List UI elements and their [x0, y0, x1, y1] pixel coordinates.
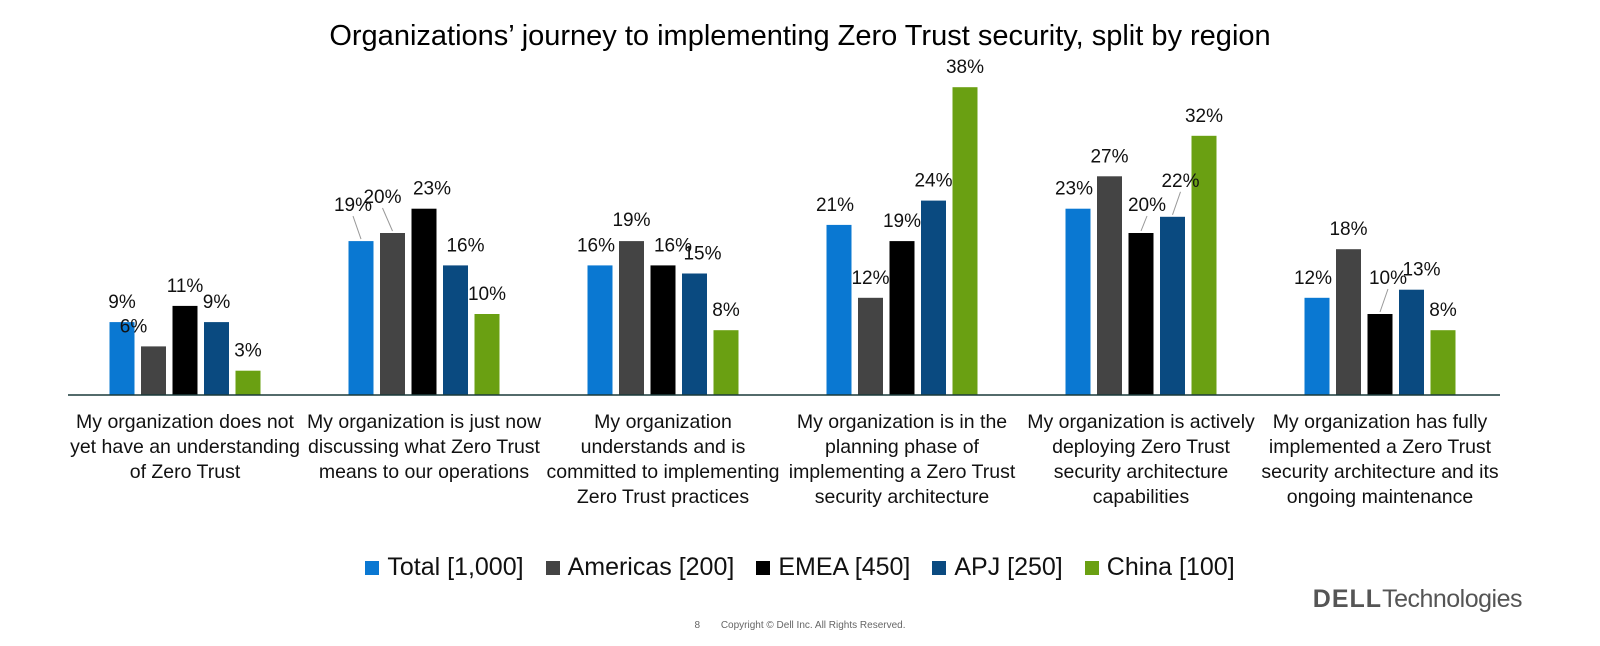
bar-emea-4	[889, 241, 915, 395]
data-label-apj-1: 9%	[203, 292, 231, 313]
data-label-apj-2: 16%	[446, 235, 484, 256]
legend-label: Total [1,000]	[387, 553, 524, 581]
data-label-emea-2: 23%	[413, 179, 451, 200]
bar-apj-4	[921, 200, 946, 395]
bar-americas-5	[1097, 176, 1122, 395]
leader-line	[1172, 191, 1181, 215]
legend-label: APJ [250]	[954, 553, 1063, 581]
bar-total-1	[109, 322, 135, 395]
data-label-apj-4: 24%	[914, 171, 952, 192]
bar-total-3	[587, 265, 613, 395]
bar-apj-5	[1160, 216, 1185, 395]
data-label-emea-1: 11%	[167, 276, 204, 297]
data-label-americas-3: 19%	[612, 210, 650, 231]
data-label-emea-6: 10%	[1369, 268, 1407, 289]
data-label-americas-6: 18%	[1329, 219, 1367, 240]
page-number: 8	[694, 620, 701, 631]
bar-americas-3	[619, 241, 644, 395]
dell-technologies-logo: DELLTechnologies	[1312, 585, 1523, 614]
bar-americas-1	[141, 346, 166, 395]
bar-americas-4	[858, 297, 883, 395]
data-label-china-4: 38%	[946, 57, 984, 78]
data-label-total-6: 12%	[1294, 268, 1332, 289]
leader-line	[352, 215, 362, 240]
legend-swatch	[932, 560, 947, 575]
bar-emea-2	[411, 208, 437, 395]
legend-label: China [100]	[1106, 553, 1235, 581]
data-label-emea-3: 16%	[654, 235, 692, 256]
legend-item-americas: Americas [200]	[545, 553, 735, 582]
data-label-china-5: 32%	[1185, 106, 1223, 127]
leader-lines-layer	[352, 191, 1389, 313]
data-label-china-3: 8%	[712, 300, 740, 321]
legend-swatch	[756, 560, 771, 575]
data-labels-layer: 9%6%11%9%3%19%20% 23%16%10%16%19%16%15%8%…	[108, 57, 1457, 362]
data-label-total-5: 23%	[1055, 179, 1093, 200]
bar-emea-6	[1367, 314, 1393, 395]
category-label-5: My organization is actively deploying Ze…	[1027, 411, 1255, 508]
data-label-apj-3: 15%	[683, 244, 721, 265]
data-label-apj-6: 13%	[1402, 260, 1440, 281]
legend-item-apj: APJ [250]	[932, 553, 1063, 582]
data-label-americas-1: 6%	[120, 316, 148, 337]
chart-title: Organizations’ journey to implementing Z…	[329, 20, 1271, 52]
leader-line	[1140, 215, 1148, 232]
copyright-text: Copyright © Dell Inc. All Rights Reserve…	[720, 620, 906, 631]
bar-americas-6	[1336, 249, 1361, 395]
category-label-6: My organization has fully implemented a …	[1261, 411, 1499, 508]
data-label-china-2: 10%	[468, 284, 506, 305]
data-label-total-3: 16%	[577, 235, 615, 256]
bar-china-1	[235, 370, 261, 395]
data-label-total-2: 19%	[334, 195, 372, 216]
legend-swatch	[365, 560, 380, 575]
legend: Total [1,000] Americas [200] EMEA [450] APJ…	[0, 553, 1600, 582]
footer: 8 Copyright © Dell Inc. All Rights Reser…	[0, 620, 1600, 631]
data-label-china-1: 3%	[234, 341, 262, 362]
category-label-1: My organization does not yet have an und…	[70, 411, 300, 483]
legend-item-china: China [100]	[1084, 553, 1235, 582]
category-label-3: My organization understands and is commi…	[546, 411, 780, 508]
leader-line	[382, 207, 393, 232]
logo-suffix: Technologies	[1382, 585, 1522, 613]
bar-emea-5	[1128, 233, 1154, 395]
category-label-2: My organization is just now discussing w…	[306, 411, 542, 483]
bar-emea-3	[650, 265, 676, 395]
bar-apj-3	[682, 273, 707, 395]
data-label-total-1: 9%	[108, 292, 136, 313]
bar-china-6	[1430, 330, 1456, 395]
bars-layer	[109, 87, 1456, 396]
bar-total-4	[826, 224, 852, 395]
legend-label: EMEA [450]	[778, 553, 911, 581]
bar-apj-1	[204, 322, 229, 395]
legend-label: Americas [200]	[567, 553, 735, 581]
bar-china-5	[1191, 135, 1217, 396]
data-label-emea-5: 20%	[1128, 195, 1166, 216]
legend-item-emea: EMEA [450]	[756, 553, 910, 582]
data-label-china-6: 8%	[1429, 300, 1457, 321]
data-label-americas-2: 20%	[363, 187, 401, 208]
bar-china-4	[952, 87, 978, 395]
legend-item-total: Total [1,000]	[365, 553, 524, 582]
bar-emea-1	[172, 305, 198, 395]
logo-brand: DELL	[1312, 585, 1383, 613]
data-label-americas-4: 12%	[851, 268, 889, 289]
bar-total-5	[1065, 208, 1091, 395]
bar-china-2	[474, 314, 500, 395]
data-label-total-4: 21%	[816, 195, 854, 216]
leader-line	[1379, 288, 1389, 313]
data-label-emea-4: 19%	[883, 211, 921, 232]
category-label-4: My organization is in the planning phase…	[788, 411, 1016, 508]
bar-china-3	[713, 330, 739, 395]
bar-americas-2	[380, 233, 405, 395]
data-label-apj-5: 22%	[1161, 171, 1199, 192]
legend-swatch	[1084, 560, 1099, 575]
bar-apj-6	[1399, 289, 1424, 395]
data-label-americas-5: 27%	[1090, 146, 1128, 167]
bar-total-2	[348, 241, 374, 395]
bar-total-6	[1304, 297, 1330, 395]
bar-apj-2	[443, 265, 468, 395]
legend-swatch	[545, 560, 560, 575]
